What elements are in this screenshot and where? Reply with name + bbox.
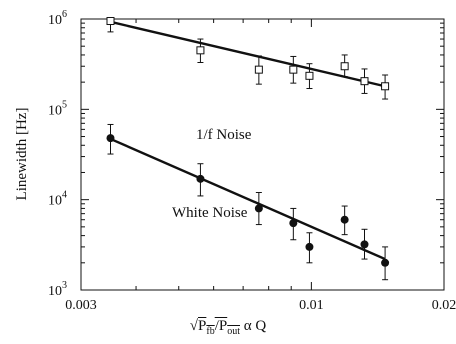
data-point-circle (289, 219, 298, 228)
y-tick-label: 106 (48, 9, 67, 28)
sqrt-symbol: √ (189, 318, 199, 334)
y-tick-label-exp: 5 (62, 99, 67, 110)
x-tick-label: 0.003 (65, 298, 97, 313)
series-1f-noise (106, 17, 390, 100)
y-tick-label: 104 (48, 190, 67, 209)
data-point-circle (196, 174, 205, 183)
x-label-sub-out: out (227, 326, 240, 337)
series-label-1f-noise: 1/f Noise (196, 127, 252, 143)
x-tick-label: 0.02 (432, 298, 456, 313)
y-tick-label-exp: 4 (62, 190, 67, 201)
series-layer (106, 17, 390, 281)
y-tick-label-exp: 6 (62, 9, 67, 20)
x-label-slash: /P (214, 318, 228, 334)
x-label-rest: α Q (240, 318, 267, 334)
y-axis-label: Linewidth [Hz] (14, 108, 30, 201)
data-point-circle (381, 258, 390, 267)
x-label-p1: P (198, 318, 207, 334)
y-tick-label-base: 10 (48, 194, 62, 209)
series-label-white-noise: White Noise (172, 205, 248, 221)
data-point-square (381, 82, 390, 91)
axis-ticks (80, 19, 445, 291)
y-tick-label-base: 10 (48, 284, 62, 299)
data-point-square (340, 62, 349, 71)
data-point-square (254, 65, 263, 74)
data-point-square (305, 71, 314, 80)
series-white-noise (106, 123, 390, 281)
y-tick-label-base: 10 (48, 103, 62, 118)
x-tick-label: 0.01 (299, 298, 324, 313)
x-label-sub-fb: fb (206, 326, 215, 337)
y-tick-label: 105 (48, 99, 67, 118)
data-point-circle (106, 134, 115, 143)
data-point-square (196, 46, 205, 55)
data-point-circle (340, 215, 349, 224)
data-point-square (106, 17, 115, 26)
y-tick-label-base: 10 (48, 13, 62, 28)
fit-line (110, 20, 386, 88)
data-point-circle (254, 204, 263, 213)
data-point-circle (360, 240, 369, 249)
fit-line (110, 137, 386, 261)
data-point-square (289, 65, 298, 74)
plot-frame (80, 18, 445, 291)
y-tick-label: 103 (48, 280, 67, 299)
x-axis-label: √Pfb/Pout α Q (0, 318, 456, 337)
data-point-circle (305, 242, 314, 251)
y-tick-label-exp: 3 (62, 280, 67, 291)
data-point-square (360, 77, 369, 86)
